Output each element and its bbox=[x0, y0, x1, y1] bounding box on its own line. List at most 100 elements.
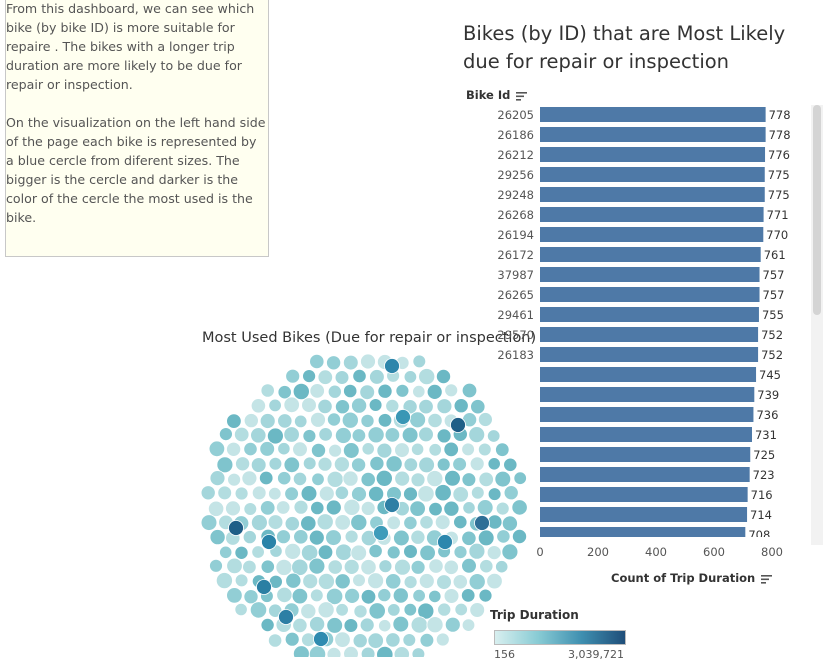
bike-bubble[interactable] bbox=[477, 412, 493, 427]
bike-bubble[interactable] bbox=[384, 427, 401, 443]
bike-bubble[interactable] bbox=[392, 615, 410, 633]
bike-bubble[interactable] bbox=[225, 500, 241, 517]
bike-bubble[interactable] bbox=[501, 543, 519, 561]
bike-bubble[interactable] bbox=[293, 414, 308, 429]
bike-bubble[interactable] bbox=[394, 470, 411, 487]
bike-bubble[interactable] bbox=[350, 544, 368, 562]
bike-bubble[interactable] bbox=[359, 384, 376, 400]
bike-bubble[interactable] bbox=[301, 544, 319, 562]
bike-bubble[interactable] bbox=[410, 529, 426, 545]
bike-bubble[interactable] bbox=[461, 442, 475, 457]
bike-bubble[interactable] bbox=[486, 545, 502, 561]
bike-bubble[interactable] bbox=[368, 602, 386, 620]
bike-bubble[interactable] bbox=[234, 602, 248, 617]
bike-bubble[interactable] bbox=[419, 544, 436, 562]
bike-bubble[interactable] bbox=[284, 516, 300, 532]
bike-bubble[interactable] bbox=[317, 398, 333, 415]
bike-bubble[interactable] bbox=[479, 559, 494, 574]
bike-bubble[interactable] bbox=[234, 573, 249, 588]
bar[interactable] bbox=[540, 527, 746, 542]
bike-bubble[interactable] bbox=[334, 573, 351, 590]
bar[interactable] bbox=[540, 167, 765, 182]
bike-bubble[interactable] bbox=[478, 471, 494, 488]
bike-bubble[interactable] bbox=[326, 617, 344, 634]
bike-bubble[interactable] bbox=[283, 426, 300, 443]
bike-bubble[interactable] bbox=[426, 470, 444, 488]
bike-bubble[interactable] bbox=[352, 369, 367, 384]
bike-bubble[interactable] bbox=[292, 617, 308, 633]
bike-bubble[interactable] bbox=[403, 457, 419, 472]
bike-bubble[interactable] bbox=[302, 456, 317, 471]
bike-bubble[interactable] bbox=[317, 369, 334, 385]
bike-bubble[interactable] bbox=[259, 441, 275, 457]
bike-bubble[interactable] bbox=[326, 587, 344, 605]
bike-bubble[interactable] bbox=[468, 542, 486, 560]
bike-bubble[interactable] bbox=[317, 572, 335, 590]
bike-bubble[interactable] bbox=[487, 457, 501, 471]
bike-bubble[interactable] bbox=[368, 543, 383, 559]
bike-bubble[interactable] bbox=[494, 470, 512, 488]
bike-bubble[interactable] bbox=[461, 472, 477, 487]
bike-bubble[interactable] bbox=[426, 384, 443, 400]
bar[interactable] bbox=[540, 227, 764, 242]
bike-bubble[interactable] bbox=[385, 573, 402, 590]
bike-bubble[interactable] bbox=[243, 442, 258, 457]
bike-bubble[interactable] bbox=[378, 559, 393, 574]
bike-bubble[interactable] bbox=[427, 412, 443, 429]
bike-bubble[interactable] bbox=[403, 544, 418, 559]
bike-bubble[interactable] bbox=[387, 603, 401, 617]
bar[interactable] bbox=[540, 247, 761, 262]
bike-bubble[interactable] bbox=[373, 525, 389, 541]
bike-bubble[interactable] bbox=[403, 370, 418, 384]
bike-bubble[interactable] bbox=[436, 457, 451, 472]
bike-bubble[interactable] bbox=[235, 456, 251, 472]
bike-bubble[interactable] bbox=[261, 534, 277, 550]
bike-bubble[interactable] bbox=[260, 383, 275, 398]
bike-bubble[interactable] bbox=[394, 558, 411, 576]
bike-bubble[interactable] bbox=[259, 500, 276, 516]
bike-bubble[interactable] bbox=[470, 486, 485, 500]
bike-bubble[interactable] bbox=[470, 399, 486, 415]
bike-bubble[interactable] bbox=[219, 545, 233, 559]
bike-bubble[interactable] bbox=[334, 370, 350, 385]
bike-bubble[interactable] bbox=[310, 588, 324, 603]
bike-bubble[interactable] bbox=[360, 353, 376, 370]
bike-bubble[interactable] bbox=[495, 560, 509, 574]
bike-bubble[interactable] bbox=[242, 559, 257, 575]
bike-bubble[interactable] bbox=[410, 472, 426, 488]
bike-bubble[interactable] bbox=[511, 528, 527, 544]
bike-bubble[interactable] bbox=[292, 471, 308, 487]
bike-bubble[interactable] bbox=[284, 486, 299, 502]
bike-bubble[interactable] bbox=[227, 472, 241, 487]
bike-bubble[interactable] bbox=[234, 426, 250, 443]
bike-bubble[interactable] bbox=[284, 542, 302, 560]
bar[interactable] bbox=[540, 207, 764, 222]
bar[interactable] bbox=[540, 367, 757, 382]
bike-bubble[interactable] bbox=[250, 427, 267, 444]
bike-bubble[interactable] bbox=[343, 442, 360, 459]
bike-bubble[interactable] bbox=[249, 601, 268, 619]
bike-bubble[interactable] bbox=[367, 426, 385, 444]
bike-bubble[interactable] bbox=[360, 646, 376, 657]
bike-bubble[interactable] bbox=[359, 617, 375, 633]
bike-bubble[interactable] bbox=[334, 514, 351, 531]
bike-bubble[interactable] bbox=[234, 486, 249, 501]
bike-bubble[interactable] bbox=[310, 500, 325, 516]
bike-bubble[interactable] bbox=[367, 632, 384, 649]
bike-bubble[interactable] bbox=[342, 470, 359, 487]
bike-bubble[interactable] bbox=[215, 572, 233, 590]
bike-bubble[interactable] bbox=[209, 470, 226, 486]
bar[interactable] bbox=[540, 147, 766, 162]
bike-bubble[interactable] bbox=[343, 383, 358, 399]
bike-bubble[interactable] bbox=[394, 442, 410, 458]
bike-bubble[interactable] bbox=[395, 409, 411, 425]
bike-bubble[interactable] bbox=[443, 441, 459, 458]
bike-bubble[interactable] bbox=[325, 499, 342, 516]
bike-bubble[interactable] bbox=[243, 589, 259, 605]
bike-bubble[interactable] bbox=[226, 441, 242, 457]
bike-bubble[interactable] bbox=[418, 573, 435, 589]
bike-bubble[interactable] bbox=[258, 470, 274, 486]
bike-bubble[interactable] bbox=[360, 589, 377, 605]
bike-bubble[interactable] bbox=[495, 501, 510, 516]
bike-bubble[interactable] bbox=[385, 455, 403, 473]
